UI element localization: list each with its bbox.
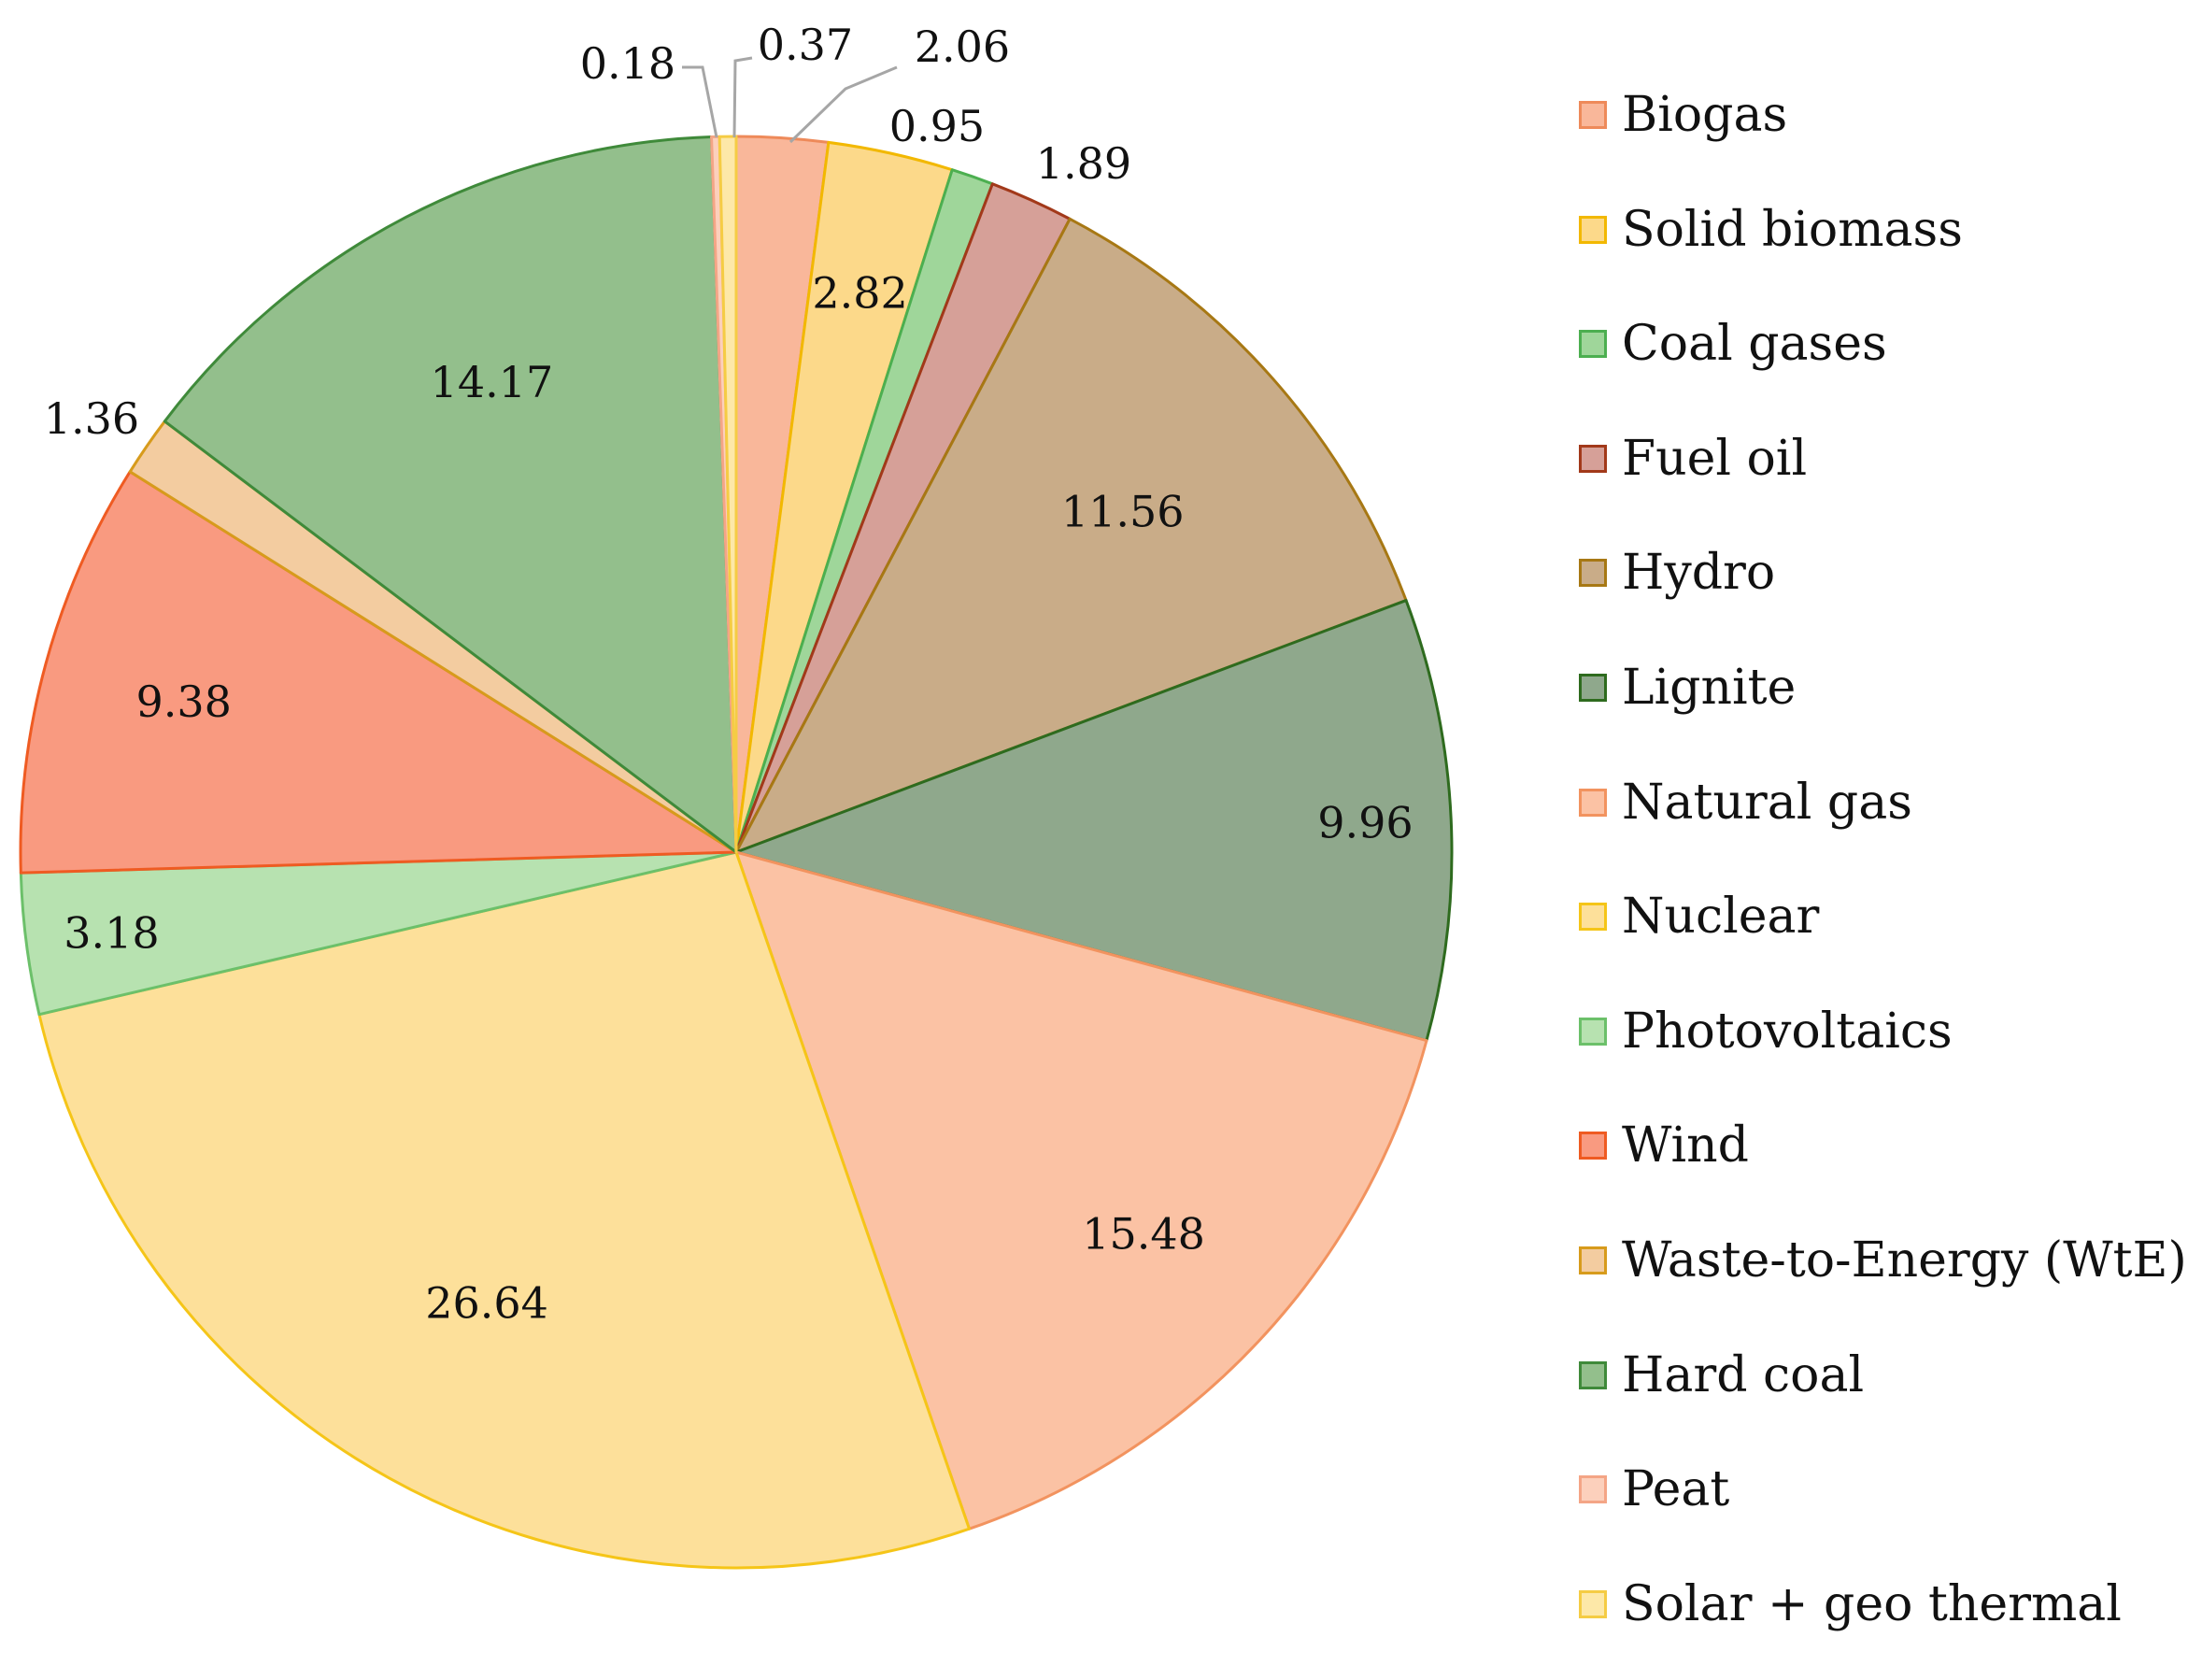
data-labels: 2.06 2.82 0.95 1.89 11.56 9.96 15.48 26.64 3.18 9… [44,20,1414,1329]
legend-swatch [1579,215,1607,244]
legend-item-coal-gases: Coal gases [1579,306,2195,420]
data-label-hard-coal: 14.17 [431,357,554,407]
legend-label: Natural gas [1622,774,1912,831]
data-label-natural-gas: 15.48 [1082,1209,1205,1260]
leader-line-peat [682,65,718,138]
data-label-nuclear: 26.64 [425,1278,548,1329]
legend-label: Biogas [1622,87,1788,143]
legend-item-fuel-oil: Fuel oil [1579,420,2195,535]
legend-swatch [1579,1246,1607,1274]
legend-label: Hard coal [1622,1346,1865,1403]
legend-swatch [1579,788,1607,817]
legend-item-lignite: Lignite [1579,649,2195,764]
leader-line-solar-geo-thermal [732,56,753,138]
data-label-coal-gases: 0.95 [889,101,985,151]
legend-label: Solar + geo thermal [1622,1575,2122,1632]
legend-swatch [1579,903,1607,932]
legend-item-solid-biomass: Solid biomass [1579,192,2195,306]
legend-swatch [1579,1132,1607,1160]
legend-item-waste-to-energy-wte: Waste-to-Energy (WtE) [1579,1222,2195,1337]
data-label-fuel-oil: 1.89 [1036,138,1131,189]
legend-swatch [1579,101,1607,129]
legend-label: Coal gases [1622,316,1887,373]
legend-swatch [1579,1360,1607,1389]
legend-label: Peat [1622,1461,1730,1518]
legend-swatch [1579,444,1607,473]
data-label-biogas: 2.06 [915,21,1010,72]
legend-label: Wind [1622,1118,1749,1175]
legend: Biogas Solid biomass Coal gases Fuel oil Hyd… [1579,77,2195,1680]
legend-label: Photovoltaics [1622,1003,1953,1060]
legend-swatch [1579,1017,1607,1046]
legend-label: Hydro [1622,545,1776,602]
pie-slice-nuclear [37,850,971,1570]
leader-lines [682,56,898,144]
legend-swatch [1579,1475,1607,1504]
data-label-waste-to-energy-wte: 1.36 [44,393,139,444]
pie-slice-solar-geo-thermal [717,135,738,854]
pie-slice-lignite [734,599,1454,1043]
pie-slice-natural-gas [734,850,1428,1531]
pie-slices [19,135,1454,1570]
legend-item-hard-coal: Hard coal [1579,1337,2195,1452]
legend-swatch [1579,330,1607,359]
data-label-peat: 0.18 [580,38,675,89]
pie-slice-wind [19,470,738,875]
data-label-solid-biomass: 2.82 [812,268,907,319]
legend-item-photovoltaics: Photovoltaics [1579,993,2195,1108]
data-label-photovoltaics: 3.18 [64,908,159,959]
legend-swatch [1579,1589,1607,1618]
leader-line-biogas [788,65,898,144]
pie-slice-hydro [734,217,1408,854]
legend-label: Waste-to-Energy (WtE) [1622,1232,2187,1288]
pie-slice-hard-coal [163,135,738,854]
legend-item-wind: Wind [1579,1107,2195,1222]
legend-item-biogas: Biogas [1579,77,2195,192]
legend-swatch [1579,559,1607,588]
legend-item-natural-gas: Natural gas [1579,764,2195,879]
legend-label: Nuclear [1622,889,1820,946]
legend-item-nuclear: Nuclear [1579,878,2195,993]
legend-label: Fuel oil [1622,430,1808,487]
legend-label: Solid biomass [1622,201,1963,258]
legend-swatch [1579,673,1607,702]
legend-item-peat: Peat [1579,1451,2195,1566]
data-label-lignite: 9.96 [1317,798,1413,848]
data-label-wind: 9.38 [135,676,231,727]
data-label-solar-geo-thermal: 0.37 [758,20,853,70]
legend-item-solar-geo-thermal: Solar + geo thermal [1579,1566,2195,1680]
data-label-hydro: 11.56 [1061,486,1185,536]
legend-label: Lignite [1622,659,1797,716]
legend-item-hydro: Hydro [1579,534,2195,649]
